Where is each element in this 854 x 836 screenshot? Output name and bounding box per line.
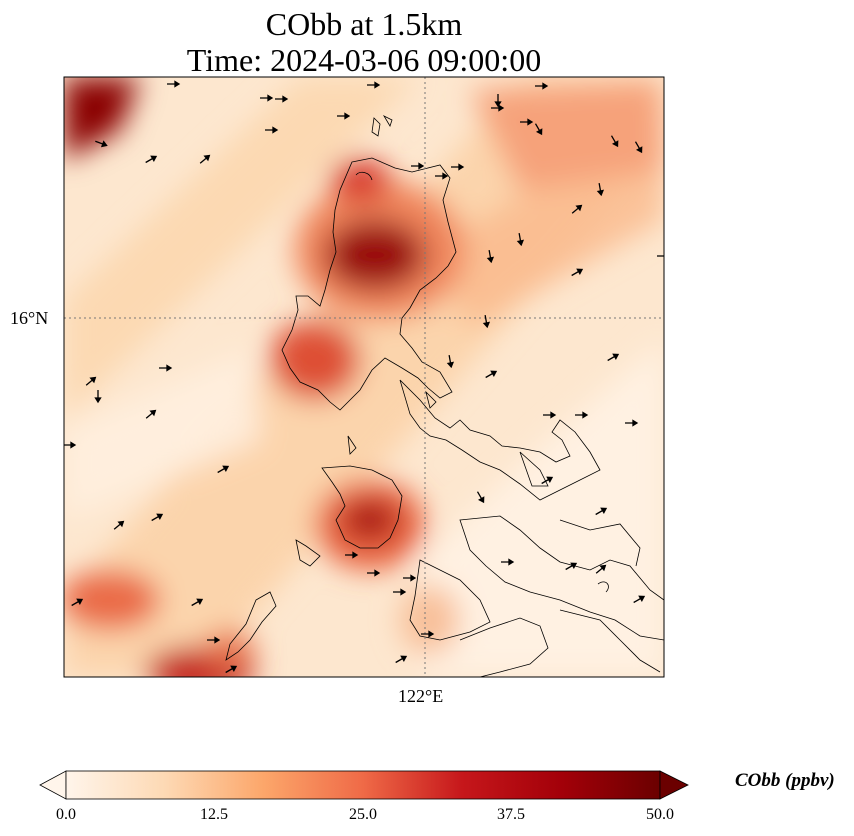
wind-arrow xyxy=(145,409,157,419)
wind-arrow xyxy=(625,419,639,427)
coastlines xyxy=(225,115,664,677)
gridlines xyxy=(64,77,664,677)
wind-arrow xyxy=(207,636,221,644)
wind-arrow xyxy=(446,354,455,369)
wind-arrow xyxy=(610,135,619,148)
wind-arrow xyxy=(607,353,620,362)
wind-arrow xyxy=(403,574,417,582)
wind-arrow xyxy=(275,95,289,103)
wind-arrow xyxy=(367,569,381,577)
wind-arrow xyxy=(85,376,97,386)
wind-arrow xyxy=(482,314,491,329)
wind-arrow xyxy=(595,507,608,516)
wind-arrow xyxy=(571,268,584,277)
wind-arrow xyxy=(345,551,359,559)
colorbar-tick: 12.5 xyxy=(200,806,228,823)
wind-arrow xyxy=(395,655,408,664)
wind-arrow xyxy=(435,172,449,180)
wind-arrow xyxy=(634,141,643,154)
wind-arrow xyxy=(596,182,605,197)
chart-subtitle: Time: 2024-03-06 09:00:00 xyxy=(186,42,542,78)
wind-vectors xyxy=(64,80,664,674)
wind-arrow xyxy=(94,390,102,404)
plot-frame xyxy=(63,76,665,678)
wind-arrow xyxy=(167,80,181,88)
wind-arrow xyxy=(451,163,465,171)
lat-tick-label: 16°N xyxy=(10,308,49,328)
wind-arrow xyxy=(95,140,108,148)
wind-arrow xyxy=(543,411,557,419)
colorbar-tick: 37.5 xyxy=(497,806,525,823)
wind-arrow xyxy=(421,630,435,638)
wind-arrow xyxy=(367,81,381,89)
wind-arrow xyxy=(491,104,505,112)
wind-arrow xyxy=(516,232,525,247)
wind-arrow xyxy=(476,491,485,504)
wind-arrow xyxy=(633,595,646,604)
wind-arrow xyxy=(199,154,211,164)
colorbar-tick: 50.0 xyxy=(646,806,674,823)
colorbar-tick: 25.0 xyxy=(349,806,377,823)
wind-arrow xyxy=(595,564,607,574)
wind-arrow xyxy=(217,465,230,474)
wind-arrow xyxy=(535,82,549,90)
colorbar-max-extend xyxy=(659,770,689,800)
wind-arrow xyxy=(393,588,407,596)
colorbar xyxy=(39,770,689,800)
wind-arrow xyxy=(151,513,164,522)
wind-arrow xyxy=(494,94,502,108)
wind-arrow xyxy=(520,118,534,126)
wind-arrow xyxy=(113,520,125,530)
wind-arrow xyxy=(145,155,158,164)
colorbar-gradient xyxy=(65,770,661,800)
wind-arrow xyxy=(225,665,238,674)
wind-arrow xyxy=(534,123,543,136)
colorbar-min-extend xyxy=(39,770,67,800)
chart-title: CObb at 1.5km xyxy=(265,6,463,42)
wind-arrow xyxy=(575,411,589,419)
wind-arrow xyxy=(541,476,554,485)
wind-arrow xyxy=(71,598,84,607)
wind-arrow xyxy=(260,94,274,102)
wind-arrow xyxy=(159,364,173,372)
colorbar-label: CObb (ppbv) xyxy=(735,770,835,791)
wind-arrow xyxy=(485,370,498,379)
concentration-field xyxy=(64,77,664,677)
lon-tick-label: 122°E xyxy=(398,686,444,706)
wind-arrow xyxy=(337,112,351,120)
wind-arrow xyxy=(191,598,204,607)
wind-arrow xyxy=(501,558,515,566)
wind-arrow xyxy=(565,562,578,571)
wind-arrow xyxy=(486,249,495,264)
wind-arrow xyxy=(265,126,279,134)
colorbar-tick: 0.0 xyxy=(56,806,76,823)
wind-arrow xyxy=(411,162,425,170)
wind-arrow xyxy=(571,204,583,214)
